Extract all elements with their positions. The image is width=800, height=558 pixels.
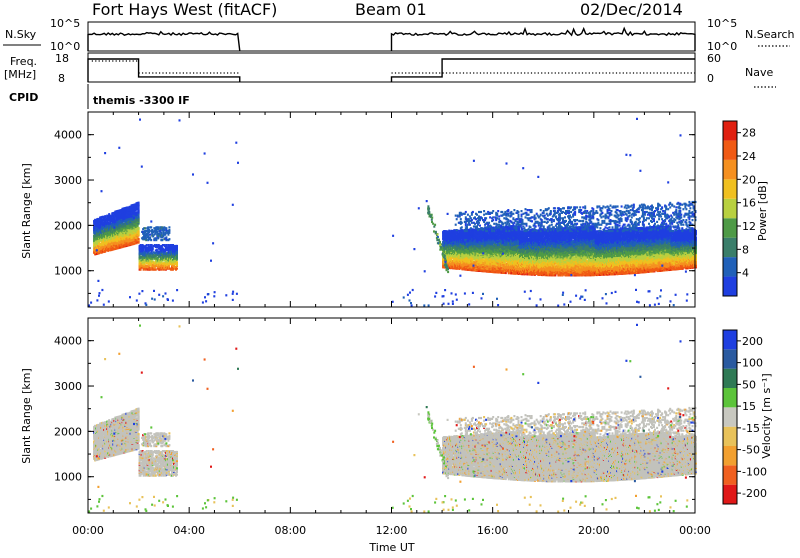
nsky-trace-segment-0 (88, 32, 240, 51)
power-cell (150, 226, 152, 228)
power-cell (176, 268, 178, 270)
power-cell (150, 269, 152, 271)
power-scatter (88, 118, 697, 307)
nave-label: Nave (745, 66, 773, 79)
power-cell (138, 207, 140, 209)
power-cell (138, 202, 140, 204)
power-cell (151, 244, 153, 246)
freq-tick-top: 18 (55, 52, 69, 65)
power-cell (147, 226, 149, 228)
power-cell (134, 211, 136, 213)
power-cell (163, 269, 165, 271)
power-cell (157, 236, 159, 238)
power-cell (144, 227, 146, 229)
date-label: 02/Dec/2014 (580, 0, 683, 19)
power-cell (149, 236, 151, 238)
power-cell (146, 244, 148, 246)
power-cell (149, 267, 151, 269)
nsky-trace-segment-1 (392, 28, 696, 51)
power-cell (104, 215, 106, 217)
power-cell (161, 239, 163, 241)
nsky-trace (88, 28, 695, 51)
power-cell (148, 229, 150, 231)
freq-unit: [MHz] (4, 68, 36, 81)
power-cell (157, 226, 159, 228)
freq-trace-segment-1 (392, 59, 696, 82)
cpid-text: themis -3300 IF (93, 94, 190, 107)
power-cell (165, 236, 167, 238)
nave-tick-top: 60 (707, 52, 721, 65)
power-cell (150, 239, 152, 241)
nsearch-tick-top: 10^5 (707, 17, 737, 30)
freq-trace-segment-0 (88, 59, 240, 82)
nsearch-label: N.Search (745, 28, 795, 41)
station-title: Fort Hays West (fitACF) (92, 0, 277, 19)
nave-tick-bottom: 0 (707, 72, 714, 85)
power-cell (156, 249, 158, 251)
power-cell (138, 238, 140, 240)
cpid-label: CPID (9, 91, 38, 104)
power-cell (168, 226, 170, 228)
power-cell (149, 234, 151, 236)
nsky-label: N.Sky (5, 28, 37, 41)
beam-label: Beam 01 (355, 0, 427, 19)
power-cell (138, 227, 140, 229)
nsky-tick-top: 10^5 (50, 17, 80, 30)
power-cell (166, 244, 168, 246)
power-cell (140, 256, 142, 258)
freq-label: Freq. (10, 55, 37, 68)
power-cell (165, 227, 167, 229)
power-cell (168, 238, 170, 240)
power-cell (176, 261, 178, 263)
power-cell (176, 245, 178, 247)
freq-trace (88, 59, 695, 82)
freq-tick-bottom: 8 (58, 72, 65, 85)
power-cell (140, 269, 142, 271)
power-cell (168, 229, 170, 231)
power-cell (160, 232, 162, 234)
power-cell (155, 269, 157, 271)
